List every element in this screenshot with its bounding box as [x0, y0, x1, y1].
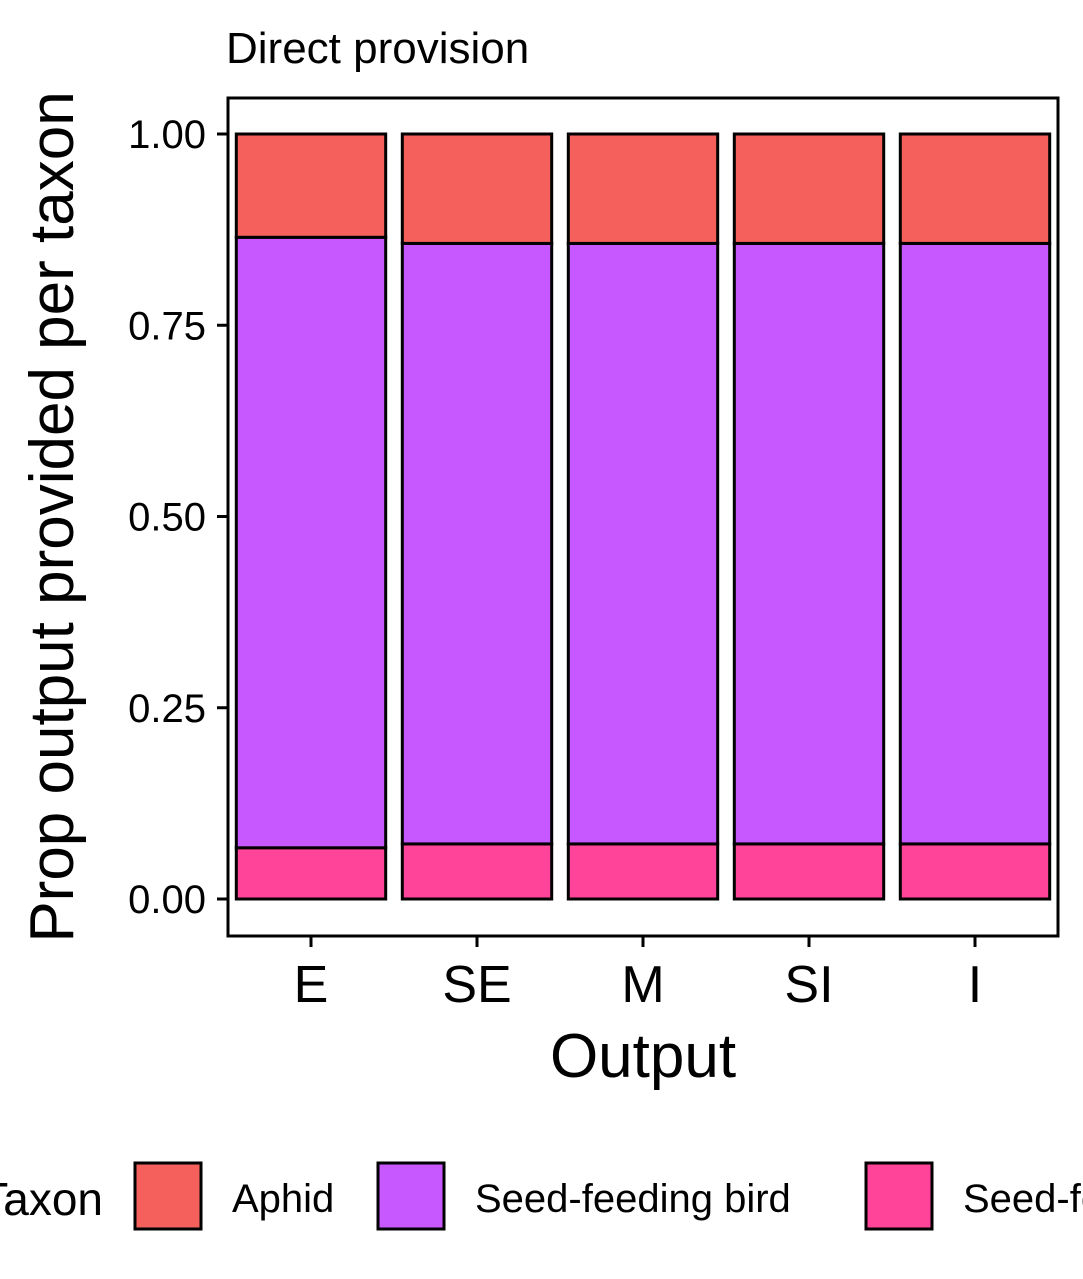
- y-tick-label: 0.25: [128, 687, 206, 731]
- x-axis: E SE M SI I: [294, 936, 982, 1014]
- legend-key: [864, 1161, 934, 1231]
- bar-i-series-0: [898, 842, 1052, 901]
- y-axis: 0.00 0.25 0.50 0.75 1.00: [128, 113, 228, 922]
- legend-label: Seed-feeding bird: [475, 1177, 791, 1221]
- legend-title: Taxon: [0, 1173, 103, 1225]
- x-tick-label: SE: [442, 956, 511, 1014]
- bar-i-series-1: [898, 241, 1052, 846]
- x-tick-label: E: [294, 956, 329, 1014]
- x-axis-label: Output: [550, 1022, 736, 1091]
- legend-key: [376, 1161, 446, 1231]
- bar-se-series-2: [400, 132, 554, 245]
- bar-e-series-1: [234, 235, 388, 850]
- y-tick-label: 1.00: [128, 113, 206, 157]
- bar-m-series-1: [566, 241, 720, 846]
- bar-e-series-0: [234, 846, 388, 901]
- legend-key: [133, 1161, 203, 1231]
- y-tick-label: 0.75: [128, 304, 206, 348]
- bar-si-series-1: [732, 241, 886, 846]
- chart-title: Direct provision: [226, 24, 529, 73]
- y-tick-label: 0.50: [128, 496, 206, 540]
- legend-label: Seed-feeding insect: [963, 1177, 1083, 1221]
- y-tick-label: 0.00: [128, 878, 206, 922]
- bar-i-series-2: [898, 132, 1052, 245]
- bar-se-series-1: [400, 241, 554, 846]
- legend-label: Aphid: [232, 1177, 334, 1221]
- bar-e-series-2: [234, 132, 388, 239]
- bar-m-series-2: [566, 132, 720, 245]
- bar-m-series-0: [566, 842, 720, 901]
- bar-si-series-2: [732, 132, 886, 245]
- legend: Taxon Aphid Seed-feeding bird Seed-feeding …: [0, 1161, 1083, 1231]
- x-tick-label: SI: [784, 956, 833, 1014]
- bar-se-series-0: [400, 842, 554, 901]
- x-tick-label: I: [968, 956, 982, 1014]
- y-axis-label: Prop output provided per taxon: [18, 91, 87, 942]
- x-tick-label: M: [621, 956, 664, 1014]
- bar-si-series-0: [732, 842, 886, 901]
- bars-group: [234, 132, 1052, 901]
